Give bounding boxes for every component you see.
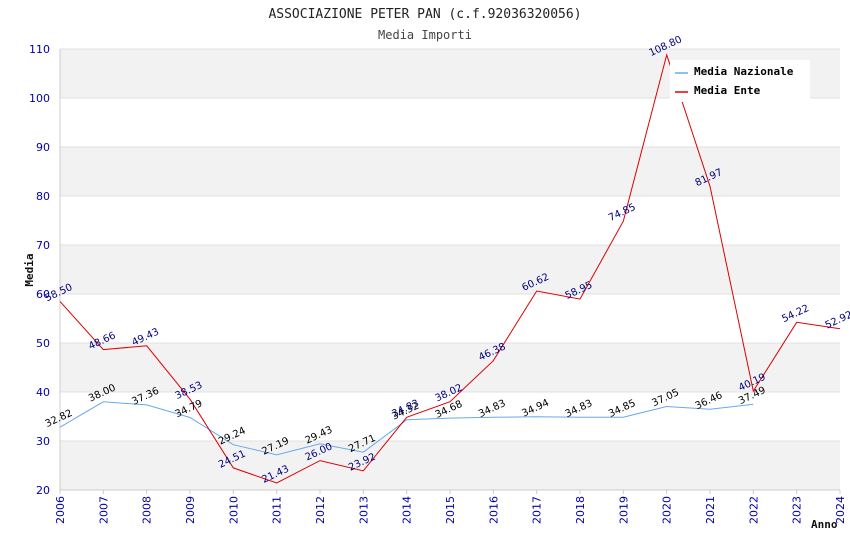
chart-subtitle: Media Importi bbox=[378, 28, 472, 42]
y-axis-label: Media bbox=[23, 253, 36, 286]
data-label-nazionale: 34.83 bbox=[564, 398, 595, 420]
data-label-nazionale: 34.94 bbox=[520, 397, 551, 419]
x-tick-label: 2023 bbox=[791, 496, 804, 524]
band-80 bbox=[60, 147, 840, 196]
legend-box bbox=[670, 60, 810, 102]
band-20 bbox=[60, 441, 840, 490]
x-tick-labels: 2006 2007 2008 2009 2010 2011 2012 2013 2014 2015… bbox=[54, 490, 847, 524]
band-60 bbox=[60, 245, 840, 294]
y-tick-label: 30 bbox=[36, 435, 50, 448]
x-tick-label: 2018 bbox=[574, 496, 587, 524]
x-tick-label: 2012 bbox=[314, 496, 327, 524]
y-tick-label: 110 bbox=[29, 43, 50, 56]
series-lines bbox=[59, 53, 841, 484]
x-tick-label: 2006 bbox=[54, 496, 67, 524]
x-tick-label: 2010 bbox=[227, 496, 240, 524]
x-tick-label: 2009 bbox=[184, 496, 197, 524]
y-tick-label: 100 bbox=[29, 92, 50, 105]
data-label-ente: 54.22 bbox=[780, 303, 811, 325]
x-tick-label: 2020 bbox=[661, 496, 674, 524]
data-label-nazionale: 34.85 bbox=[607, 398, 638, 420]
background-bands bbox=[60, 49, 840, 490]
y-tick-label: 90 bbox=[36, 141, 50, 154]
y-tick-label: 40 bbox=[36, 386, 50, 399]
x-tick-label: 2014 bbox=[401, 496, 414, 524]
legend-label-nazionale: Media Nazionale bbox=[694, 65, 794, 78]
x-tick-label: 2007 bbox=[97, 496, 110, 524]
x-tick-label: 2024 bbox=[834, 496, 847, 524]
y-tick-label: 80 bbox=[36, 190, 50, 203]
x-axis-label: Anno bbox=[811, 518, 838, 531]
series-line-0 bbox=[59, 401, 754, 456]
x-tick-label: 2019 bbox=[617, 496, 630, 524]
chart-title: ASSOCIAZIONE PETER PAN (c.f.92036320056) bbox=[268, 7, 581, 22]
x-tick-label: 2021 bbox=[704, 496, 717, 524]
series-line-1 bbox=[59, 53, 841, 484]
band-40 bbox=[60, 343, 840, 392]
data-label-ente: 74.85 bbox=[607, 202, 638, 224]
y-tick-label: 20 bbox=[36, 484, 50, 497]
y-tick-label: 60 bbox=[36, 288, 50, 301]
gridlines bbox=[60, 48, 840, 491]
y-tick-label: 70 bbox=[36, 239, 50, 252]
x-tick-label: 2013 bbox=[357, 496, 370, 524]
x-tick-label: 2016 bbox=[487, 496, 500, 524]
x-tick-label: 2017 bbox=[531, 496, 544, 524]
y-tick-labels: 20 30 40 50 60 70 80 90 100 110 bbox=[29, 43, 50, 497]
x-tick-label: 2022 bbox=[747, 496, 760, 524]
x-tick-label: 2015 bbox=[444, 496, 457, 524]
legend-label-ente: Media Ente bbox=[694, 84, 761, 97]
x-tick-label: 2008 bbox=[141, 496, 154, 524]
x-tick-label: 2011 bbox=[271, 496, 284, 524]
legend: Media Nazionale Media Ente bbox=[670, 60, 810, 102]
data-label-nazionale: 32.82 bbox=[44, 408, 75, 430]
y-tick-label: 50 bbox=[36, 337, 50, 350]
data-label-ente: 58.50 bbox=[44, 282, 75, 304]
